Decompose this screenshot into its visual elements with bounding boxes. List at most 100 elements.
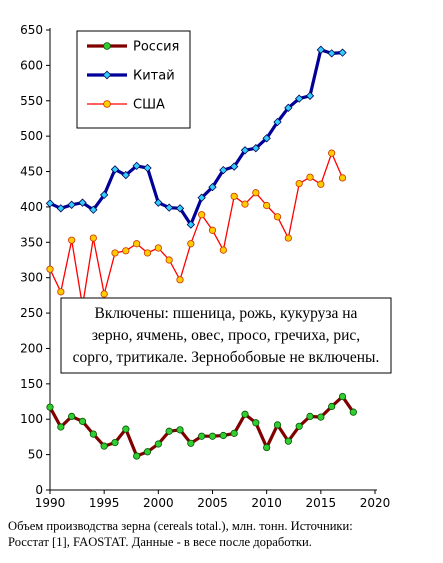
data-point (316, 45, 325, 54)
data-point (100, 442, 108, 450)
series-line (48, 395, 355, 458)
plot-area (45, 45, 357, 460)
data-point (263, 201, 271, 210)
y-tick-label: 600 (20, 58, 43, 72)
annotation-line: сорго, тритикале. Зернобобовые не включе… (73, 349, 380, 366)
data-point (263, 443, 271, 452)
data-point (111, 438, 119, 447)
data-point (338, 392, 347, 401)
data-point (251, 144, 260, 153)
series-line (48, 48, 345, 227)
series-line (49, 152, 344, 307)
data-point (89, 430, 97, 438)
y-tick-label: 50 (28, 448, 43, 462)
data-point (295, 422, 303, 430)
data-point (328, 149, 336, 157)
x-tick-label: 2015 (306, 496, 337, 510)
data-point (143, 249, 152, 257)
y-tick-label: 650 (20, 23, 43, 37)
legend-marker (103, 42, 111, 50)
x-tick-label: 1995 (89, 496, 120, 510)
data-point (143, 163, 152, 173)
data-point (165, 203, 174, 212)
y-tick-label: 500 (20, 129, 43, 143)
data-point (208, 226, 217, 234)
series-0 (46, 392, 357, 460)
y-tick-label: 100 (20, 412, 43, 426)
data-point (328, 402, 336, 411)
data-point (284, 437, 292, 445)
data-point (187, 439, 195, 447)
figure-caption: Объем производства зерна (cereals total.… (8, 518, 440, 550)
legend-item: Россия (87, 40, 179, 55)
annotation-line: зерно, ячмень, овес, просо, гречиха, рис… (92, 327, 360, 344)
legend-label: Россия (133, 40, 179, 55)
y-tick-label: 150 (20, 377, 43, 391)
data-point (46, 265, 54, 273)
data-point (252, 189, 260, 197)
data-point (197, 193, 206, 202)
data-point (67, 200, 76, 209)
data-point (110, 165, 120, 174)
data-point (154, 244, 162, 252)
data-point (305, 91, 315, 100)
series-2 (46, 149, 347, 310)
data-point (208, 432, 217, 440)
grain-production-chart: 0 50 100 150 200 250 300 350 400 450 500 550 600 650 1… (20, 23, 392, 510)
data-point (327, 49, 336, 58)
legend-label: Китай (133, 69, 175, 84)
annotation-frame (60, 297, 392, 374)
legend-marker (103, 100, 111, 108)
data-point (121, 170, 130, 180)
data-point (317, 413, 325, 421)
data-point (56, 204, 65, 213)
data-point (306, 412, 314, 420)
data-point (165, 256, 173, 264)
data-point (133, 240, 141, 248)
legend-label: США (133, 98, 165, 113)
data-point (284, 103, 293, 113)
x-tick-label: 2010 (251, 496, 282, 510)
data-point (133, 452, 141, 460)
data-point (208, 182, 217, 192)
data-point (219, 165, 228, 175)
data-point (241, 410, 249, 418)
data-point (198, 432, 206, 440)
caption-line-1: Объем производства зерна (cereals total.… (8, 519, 353, 533)
data-point (306, 173, 314, 181)
y-tick-label: 350 (20, 235, 43, 249)
y-tick-label: 550 (20, 94, 43, 108)
data-point (68, 236, 76, 244)
y-tick-label: 450 (20, 165, 43, 179)
data-point (295, 179, 303, 188)
data-point (100, 190, 109, 200)
data-point (176, 426, 184, 434)
data-point (338, 174, 347, 182)
data-point (154, 198, 163, 207)
data-point (57, 423, 65, 431)
legend-item: Китай (87, 69, 175, 84)
y-tick-label: 400 (20, 200, 43, 214)
data-point (317, 180, 325, 188)
y-tick-label: 200 (20, 341, 43, 355)
y-tick-label: 300 (20, 271, 43, 285)
caption-line-2: Росстат [1], FAOSTAT. Данные - в весе по… (8, 535, 312, 549)
data-point (230, 192, 238, 200)
y-tick-label: 250 (20, 306, 43, 320)
data-point (154, 440, 162, 448)
data-point (100, 290, 108, 298)
data-point (349, 408, 357, 416)
data-point (219, 431, 227, 440)
data-point (241, 200, 249, 208)
data-point (45, 199, 55, 208)
data-point (273, 117, 282, 127)
legend-item: США (87, 98, 165, 113)
data-point (295, 94, 304, 103)
x-tick-label: 2005 (197, 496, 228, 510)
data-point (46, 403, 54, 411)
data-point (240, 146, 250, 155)
data-point (230, 429, 238, 437)
x-tick-label: 1990 (35, 496, 66, 510)
data-point (252, 419, 260, 427)
x-tick-label: 2000 (143, 496, 174, 510)
